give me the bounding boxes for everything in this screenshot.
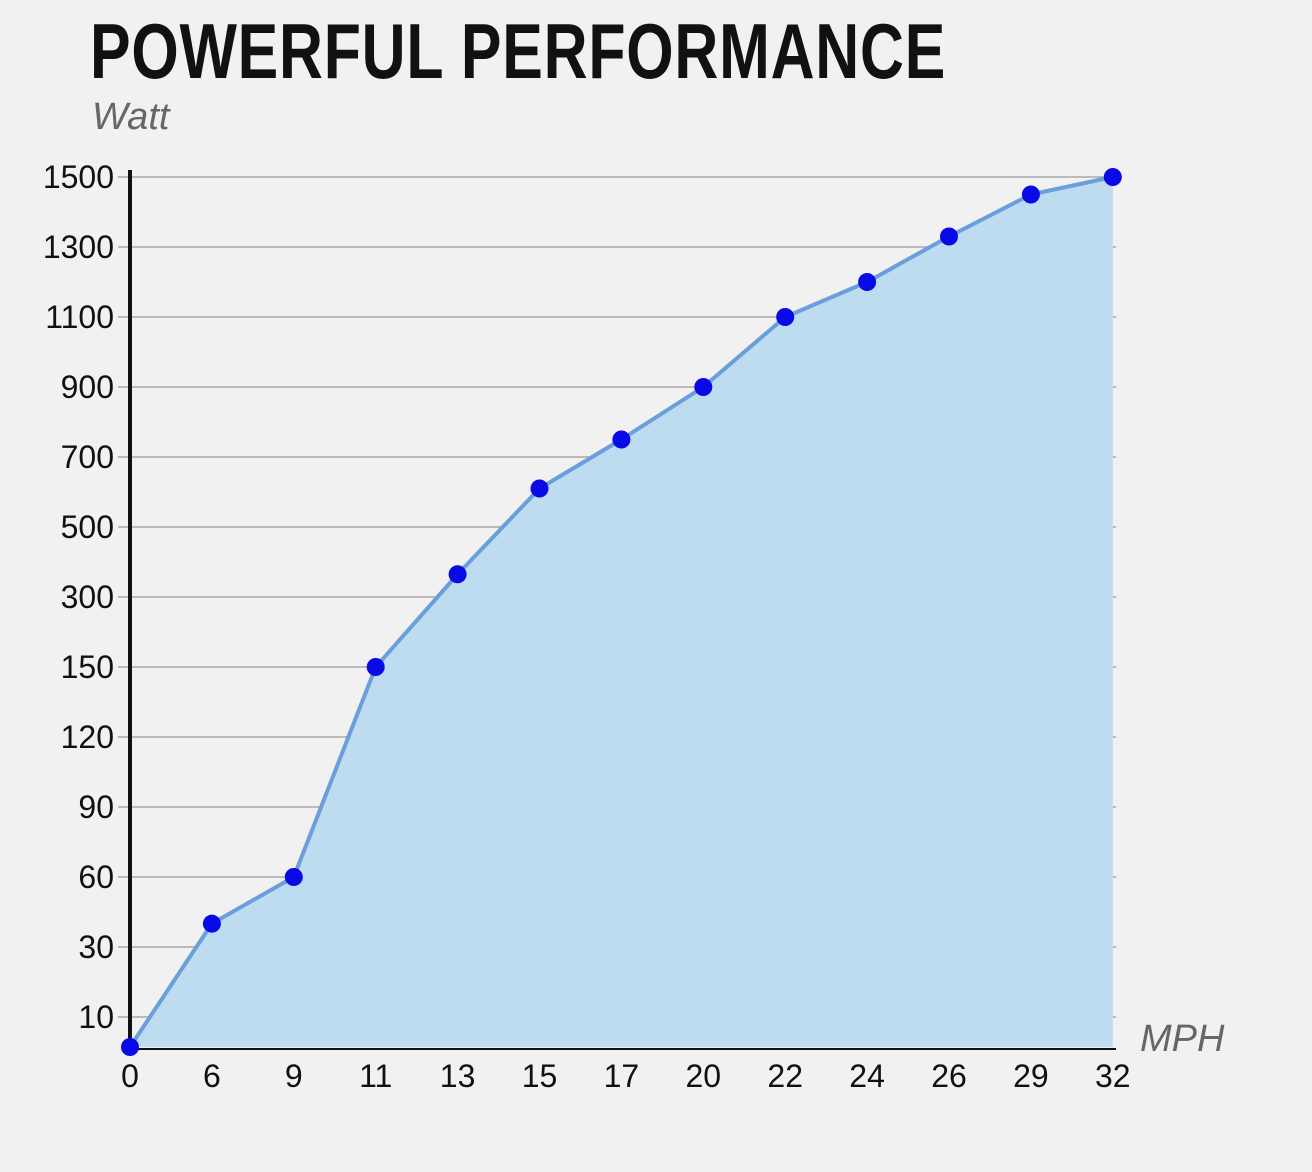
data-point (284, 868, 303, 886)
data-point (1021, 185, 1040, 204)
x-tick-label: 22 (767, 1058, 803, 1094)
data-point (121, 1038, 139, 1056)
data-point (858, 273, 877, 291)
x-tick-label: 9 (285, 1058, 303, 1094)
data-point (202, 914, 221, 933)
y-tick-label: 30 (78, 929, 114, 965)
y-tick-label: 300 (61, 579, 114, 615)
chart-title: POWERFUL PERFORMANCE (90, 7, 947, 95)
y-tick-label: 700 (61, 439, 114, 475)
x-tick-label: 13 (440, 1058, 476, 1094)
data-point (940, 227, 958, 246)
x-tick-label: 29 (1013, 1058, 1049, 1094)
y-tick-label: 1100 (45, 299, 114, 335)
y-tick-label: 10 (78, 999, 114, 1035)
x-tick-label: 17 (604, 1058, 640, 1094)
x-tick-label: 0 (121, 1058, 139, 1094)
x-tick-label: 26 (931, 1058, 967, 1094)
data-point (530, 479, 549, 498)
y-tick-label: 1500 (43, 159, 114, 195)
x-tick-label: 6 (203, 1058, 221, 1094)
x-tick-label: 11 (359, 1058, 392, 1094)
y-tick-label: 500 (61, 509, 114, 545)
x-tick-label: 20 (686, 1058, 722, 1094)
x-axis-label: MPH (1140, 1018, 1225, 1060)
data-point (694, 378, 713, 396)
x-tick-label: 24 (849, 1058, 885, 1094)
data-point (366, 658, 385, 676)
y-tick-label: 120 (61, 719, 114, 755)
x-tick-label: 15 (522, 1058, 558, 1094)
y-tick-label: 150 (61, 649, 114, 685)
area-fill (130, 177, 1113, 1047)
data-point (612, 430, 631, 449)
data-point (448, 565, 467, 584)
y-tick-label: 1300 (43, 229, 114, 265)
y-tick-label: 90 (78, 789, 114, 825)
data-point (776, 308, 795, 326)
x-tick-label: 32 (1095, 1058, 1131, 1094)
y-tick-label: 900 (61, 369, 114, 405)
y-tick-label: 60 (78, 859, 114, 895)
y-axis-label: Watt (92, 96, 170, 138)
data-point (1103, 168, 1122, 186)
